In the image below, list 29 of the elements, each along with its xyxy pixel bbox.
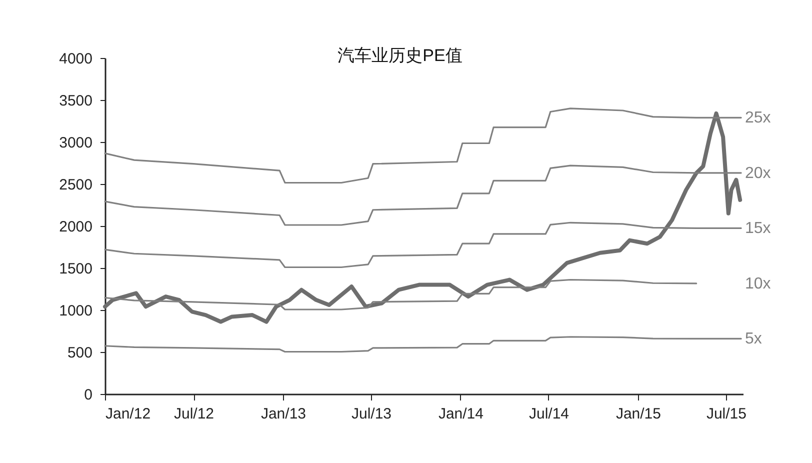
y-tick-label: 500	[67, 344, 92, 362]
x-tick-label: Jan/14	[438, 406, 484, 422]
line-series	[103, 111, 742, 324]
x-tick-label: Jan/12	[106, 406, 151, 422]
text: 10x	[745, 275, 771, 292]
line-series	[104, 164, 742, 226]
series-label: 5x	[745, 330, 762, 348]
y-tick-label: 3500	[59, 92, 92, 110]
series-label: 20x	[745, 164, 771, 182]
x-tick-label: Jul/14	[528, 406, 570, 422]
y-tick-label: 4000	[59, 50, 92, 68]
series-label: 25x	[745, 110, 771, 127]
y-tick-label: 1000	[59, 302, 92, 320]
x-tick-label: Jan/13	[260, 406, 306, 422]
x-tick-label: Jan/15	[616, 406, 661, 422]
x-tick-label: Jul/13	[351, 406, 392, 422]
x-tick-label: Jul/15	[706, 406, 746, 422]
line-series	[104, 108, 742, 184]
series-label: 15x	[745, 220, 771, 238]
y-tick-label: 2500	[59, 176, 92, 194]
x-tick-label: Jul/12	[174, 406, 214, 422]
y-tick-label: 0	[84, 386, 92, 404]
line-series	[104, 336, 742, 353]
chart-title: 汽车业历史PE值	[338, 46, 462, 65]
y-tick-label: 3000	[59, 134, 92, 152]
y-tick-label: 1500	[59, 260, 92, 278]
line-series	[104, 222, 742, 268]
line-series	[104, 278, 698, 310]
y-tick-label: 2000	[59, 218, 92, 236]
